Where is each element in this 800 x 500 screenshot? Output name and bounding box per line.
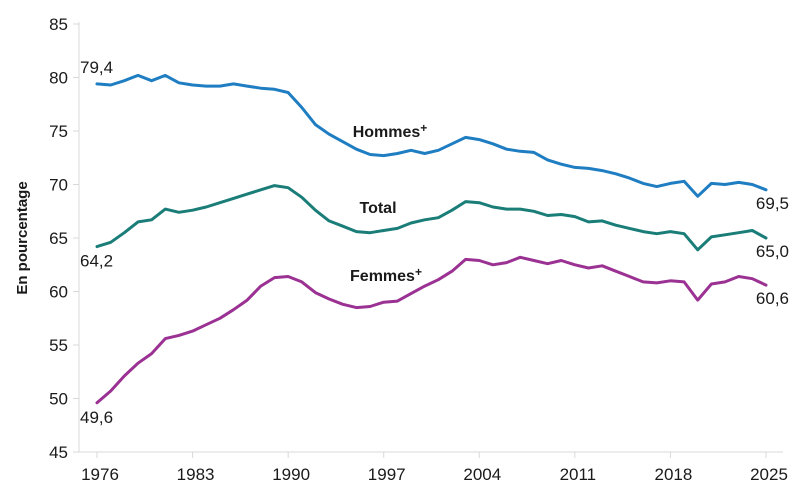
start-value-label-femmes: 49,6 <box>80 408 113 427</box>
femmes-line <box>95 255 768 405</box>
hommes-line <box>95 73 768 198</box>
end-value-label-femmes: 60,6 <box>756 289 789 308</box>
axes: 45 50 55 60 65 70 75 80 85 1976 1983 1990 1997 2004 20… <box>49 15 788 484</box>
y-tick-label: 70 <box>49 176 68 195</box>
start-value-label-hommes: 79,4 <box>80 58 113 77</box>
value-annotations: Hommes+ 79,4 69,5 Total 64,2 65,0 Femmes+ 49,6 6… <box>80 58 789 427</box>
y-tick-label: 45 <box>49 443 68 462</box>
x-tick-label: 1983 <box>177 465 215 484</box>
x-tick-label: 2025 <box>750 465 788 484</box>
x-tick-label: 2004 <box>463 465 501 484</box>
x-tick-label: 1990 <box>272 465 310 484</box>
start-value-label-total: 64,2 <box>80 252 113 271</box>
total-line <box>95 184 768 252</box>
y-tick-label: 60 <box>49 283 68 302</box>
x-tick-label: 1976 <box>81 465 119 484</box>
series-label-hommes: Hommes+ <box>353 121 428 141</box>
series-label-femmes: Femmes+ <box>350 265 422 285</box>
end-value-label-total: 65,0 <box>756 242 789 261</box>
x-tick-label: 2011 <box>560 465 597 484</box>
end-value-label-hommes: 69,5 <box>756 194 789 213</box>
y-tick-label: 80 <box>49 69 68 88</box>
x-tick-label: 1997 <box>368 465 406 484</box>
y-tick-label: 55 <box>49 336 68 355</box>
series-lines <box>95 73 768 405</box>
x-tick-label: 2018 <box>655 465 693 484</box>
y-tick-label: 65 <box>49 229 68 248</box>
y-tick-label: 50 <box>49 390 68 409</box>
y-tick-label: 75 <box>49 122 68 141</box>
series-label-total: Total <box>359 200 396 217</box>
y-tick-label: 85 <box>49 15 68 34</box>
y-axis-title: En pourcentage <box>14 181 31 294</box>
